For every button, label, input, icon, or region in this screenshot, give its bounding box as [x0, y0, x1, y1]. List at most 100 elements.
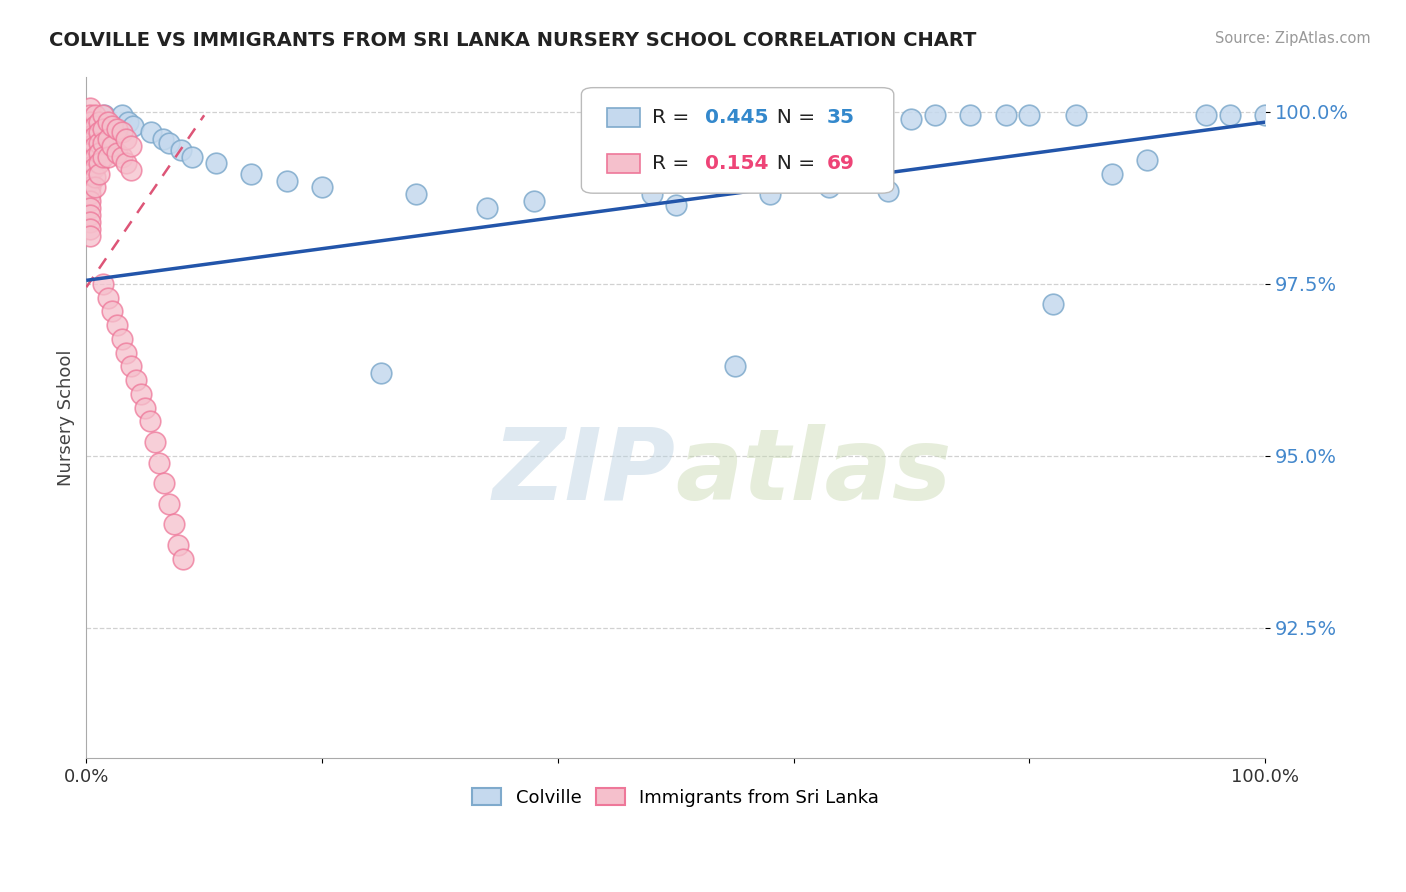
Point [169, 143, 191, 157]
Point [1101, 167, 1123, 181]
Point [79, 132, 101, 146]
Point [79, 146, 101, 161]
Text: atlas: atlas [676, 424, 952, 521]
Point [79, 201, 101, 215]
Point [959, 108, 981, 122]
Point [79, 153, 101, 167]
Point [79, 194, 101, 209]
Point [157, 497, 180, 511]
Point [148, 456, 170, 470]
Point [1195, 108, 1218, 122]
Point [818, 180, 841, 194]
Text: COLVILLE VS IMMIGRANTS FROM SRI LANKA NURSERY SCHOOL CORRELATION CHART: COLVILLE VS IMMIGRANTS FROM SRI LANKA NU… [49, 31, 977, 50]
Point [79, 187, 101, 202]
Point [83, 108, 105, 122]
FancyBboxPatch shape [607, 153, 640, 173]
Text: 69: 69 [827, 153, 855, 173]
Point [876, 184, 898, 198]
Point [181, 149, 204, 163]
Point [91, 122, 114, 136]
Text: ZIP: ZIP [492, 424, 676, 521]
Text: Source: ZipAtlas.com: Source: ZipAtlas.com [1215, 31, 1371, 46]
Point [89, 136, 111, 150]
Point [101, 119, 124, 133]
Point [115, 345, 138, 359]
Text: N =: N = [763, 153, 821, 173]
Point [1066, 108, 1088, 122]
Point [994, 108, 1017, 122]
Point [101, 304, 124, 318]
Point [105, 122, 128, 136]
Point [276, 173, 298, 187]
Point [89, 156, 111, 170]
Point [115, 132, 138, 146]
Point [641, 187, 664, 202]
Point [900, 112, 922, 126]
Point [91, 277, 114, 291]
Point [96, 291, 118, 305]
Point [79, 108, 101, 122]
Point [89, 126, 111, 140]
Point [111, 332, 134, 346]
Point [311, 180, 333, 194]
Point [205, 156, 228, 170]
Point [89, 146, 111, 161]
Point [125, 373, 148, 387]
Point [723, 359, 745, 374]
Point [83, 128, 105, 143]
Text: R =: R = [652, 153, 696, 173]
FancyBboxPatch shape [607, 108, 640, 128]
Point [79, 215, 101, 229]
Point [83, 170, 105, 185]
Point [143, 434, 166, 449]
Point [96, 132, 118, 146]
Point [1219, 108, 1241, 122]
Point [79, 208, 101, 222]
Point [167, 538, 190, 552]
Point [96, 115, 118, 129]
Point [83, 149, 105, 163]
Point [79, 160, 101, 174]
Point [111, 149, 134, 163]
Point [759, 187, 782, 202]
Y-axis label: Nursery School: Nursery School [58, 350, 75, 486]
Point [83, 180, 105, 194]
Point [83, 139, 105, 153]
Point [83, 160, 105, 174]
Point [1254, 108, 1277, 122]
Point [523, 194, 546, 209]
Point [79, 128, 101, 143]
Text: 0.154: 0.154 [706, 153, 769, 173]
Point [89, 115, 111, 129]
Point [91, 108, 114, 122]
Point [79, 115, 101, 129]
Point [139, 126, 162, 140]
Point [370, 366, 392, 380]
Point [152, 132, 174, 146]
Text: R =: R = [652, 108, 696, 127]
Point [111, 108, 134, 122]
Point [79, 122, 101, 136]
Point [405, 187, 427, 202]
FancyBboxPatch shape [582, 87, 894, 194]
Point [120, 139, 142, 153]
Point [79, 173, 101, 187]
Point [96, 149, 118, 163]
Point [120, 163, 142, 178]
Point [115, 156, 138, 170]
Text: 0.445: 0.445 [706, 108, 769, 127]
Point [79, 221, 101, 235]
Point [93, 108, 115, 122]
Point [157, 136, 180, 150]
Point [1042, 297, 1064, 311]
Point [924, 108, 946, 122]
Point [240, 167, 263, 181]
Point [89, 167, 111, 181]
Point [79, 180, 101, 194]
Point [153, 476, 176, 491]
Point [162, 517, 184, 532]
Text: N =: N = [763, 108, 821, 127]
Point [1136, 153, 1159, 167]
Point [91, 149, 114, 163]
Legend: Colville, Immigrants from Sri Lanka: Colville, Immigrants from Sri Lanka [465, 780, 886, 814]
